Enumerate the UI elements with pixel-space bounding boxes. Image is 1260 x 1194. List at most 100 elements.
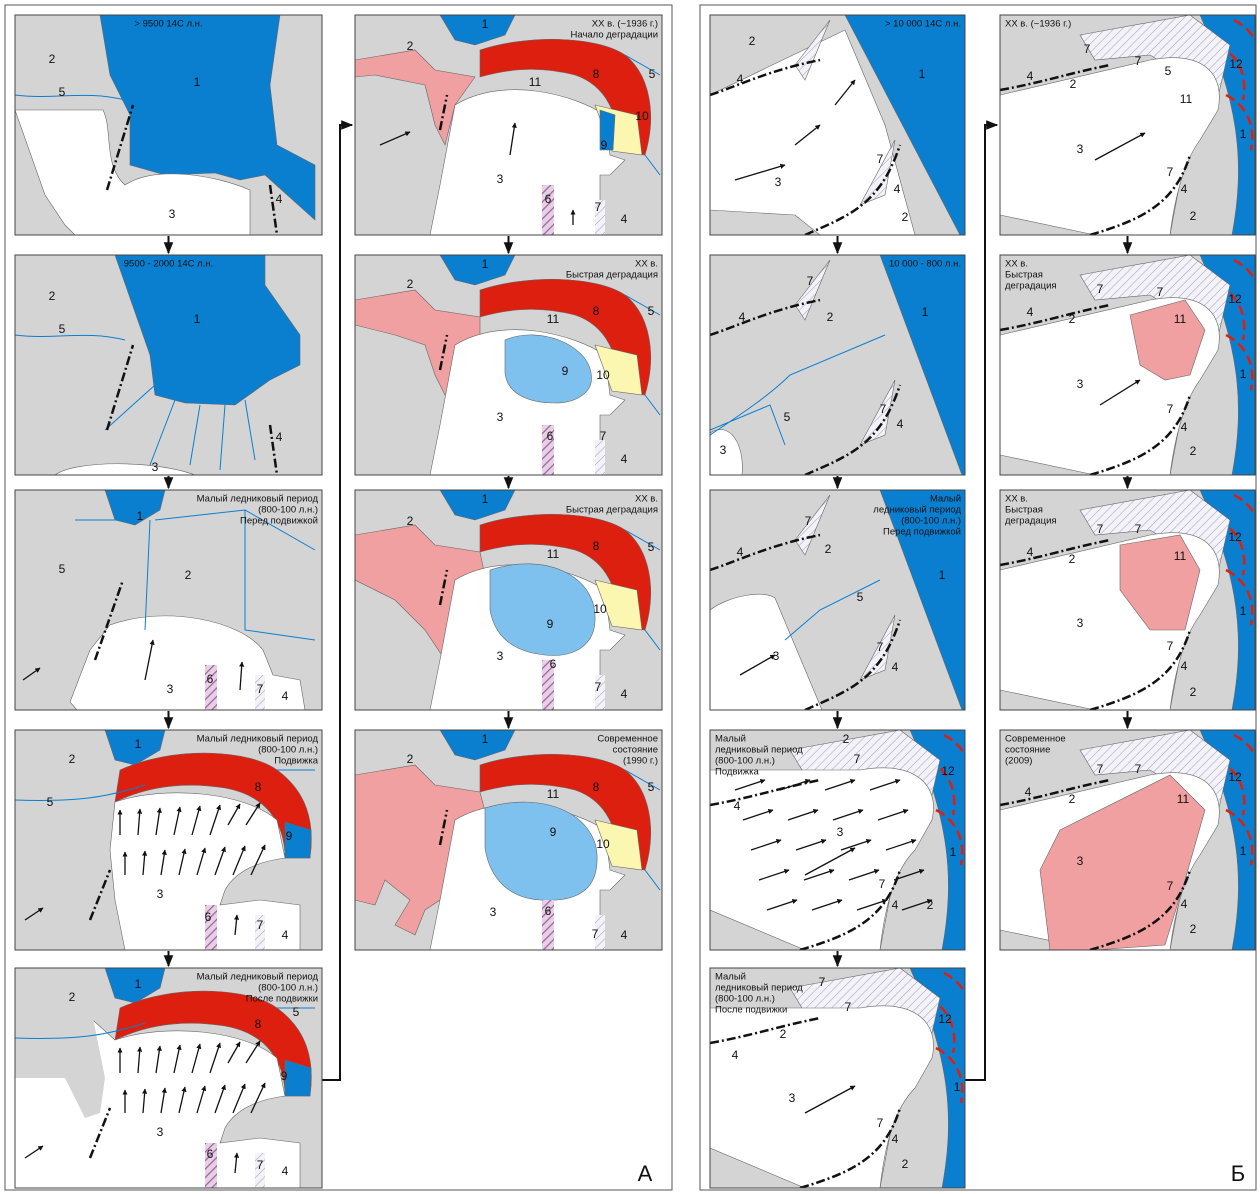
unit-label: 7: [1167, 639, 1174, 653]
unit-label: 12: [1229, 57, 1243, 71]
unit-label: 5: [59, 85, 66, 99]
map-caption: XX в. (~1936 г.): [1005, 19, 1071, 30]
unit-label: 7: [845, 1000, 852, 1014]
unit-label: 2: [407, 277, 414, 291]
unit-label: 10: [635, 109, 649, 123]
map-panel: Малый ледниковый период(800-100 л.н.)Пос…: [15, 968, 322, 1188]
map-caption: Быстрая деградация: [566, 270, 658, 281]
map-caption: Малый: [930, 494, 961, 505]
map-caption: > 10 000 14С л.н.: [885, 19, 961, 30]
unit-label: 4: [1181, 182, 1188, 196]
map-caption: XX в.: [635, 259, 658, 270]
unit-label: 2: [780, 1027, 787, 1041]
unit-label: 7: [600, 429, 607, 443]
unit-label: 3: [497, 649, 504, 663]
unit-label: 7: [805, 514, 812, 528]
unit-label: 6: [550, 657, 557, 671]
map-panel: XX в. (~1936 г.)74275121131742: [1000, 15, 1260, 235]
unit-label: 5: [648, 304, 655, 318]
unit-label: 5: [47, 795, 54, 809]
unit-label: 5: [293, 1005, 300, 1019]
map-content: [355, 15, 662, 235]
unit-label: 11: [1174, 312, 1187, 326]
unit-label: 7: [1135, 522, 1142, 536]
unit-label: 3: [1077, 142, 1084, 156]
unit-label: 4: [737, 545, 744, 559]
unit-label: 3: [157, 887, 164, 901]
unit-label: 7: [1167, 165, 1174, 179]
unit-label: 7: [257, 682, 264, 696]
unit-label: 8: [593, 539, 600, 553]
unit-label: 2: [69, 752, 76, 766]
unit-label: 2: [1190, 444, 1197, 458]
unit-label: 6: [205, 910, 212, 924]
unit-label: 7: [1097, 522, 1104, 536]
unit-label: 7: [1135, 54, 1142, 68]
unit-label: 4: [621, 687, 628, 701]
map-panel: XX в.Быстрая деградация1211859103674: [355, 490, 662, 710]
map-caption: деградация: [1005, 516, 1057, 527]
unit-label: 4: [1181, 897, 1188, 911]
unit-label: 1: [919, 67, 926, 81]
unit-label: 5: [784, 410, 791, 424]
unit-label: 2: [902, 1157, 909, 1171]
unit-label: 11: [547, 312, 560, 326]
part-letter: А: [638, 1161, 653, 1186]
unit-label: 1: [135, 737, 142, 751]
map-caption: деградация: [1005, 281, 1057, 292]
unit-label: 2: [407, 39, 414, 53]
part-letter: Б: [1231, 1161, 1245, 1186]
unit-label: 1: [1240, 844, 1247, 858]
map-content: [1000, 15, 1260, 235]
unit-label: 9: [550, 825, 557, 839]
unit-label: 3: [789, 1091, 796, 1105]
unit-label: 7: [1097, 282, 1104, 296]
unit-label: 4: [892, 1132, 899, 1146]
unit-label: 7: [1097, 762, 1104, 776]
unit-label: 5: [1165, 64, 1172, 78]
unit-label: 12: [1228, 530, 1242, 544]
unit-label: 2: [749, 34, 756, 48]
unit-label: 2: [843, 732, 850, 746]
unit-label: 6: [207, 1147, 214, 1161]
unit-label: 2: [49, 289, 56, 303]
map-panel: Современноесостояние(2009)7427111231742: [1000, 730, 1260, 950]
unit-label: 1: [482, 732, 489, 746]
map-caption: Малый: [715, 972, 746, 983]
unit-label: 8: [593, 304, 600, 318]
map-caption: Быстрая: [1005, 270, 1043, 281]
unit-label: 11: [1177, 792, 1190, 806]
map-caption: (2009): [1005, 756, 1032, 767]
map-caption: состояние: [1005, 745, 1050, 756]
map-caption: Перед подвижкой: [883, 527, 961, 538]
map-panel: Малый ледниковый период(800-100 л.н.)Пер…: [15, 490, 322, 710]
unit-label: 6: [547, 429, 554, 443]
unit-label: 3: [775, 175, 782, 189]
map-caption: Малый ледниковый период: [197, 734, 319, 745]
unit-label: 4: [1025, 785, 1032, 799]
unit-label: 1: [950, 845, 957, 859]
unit-label: 4: [276, 192, 283, 206]
map-caption: (800-100 л.н.): [258, 745, 318, 756]
unit-label: 3: [167, 682, 174, 696]
unit-label: 7: [595, 680, 602, 694]
unit-label: 4: [739, 310, 746, 324]
map-caption: Подвижка: [274, 756, 319, 767]
unit-label: 1: [482, 492, 489, 506]
map-caption: Быстрая деградация: [566, 505, 658, 516]
map-panel: > 9500 14С л.н.12534: [15, 15, 322, 235]
unit-label: 2: [407, 752, 414, 766]
unit-label: 6: [207, 672, 214, 686]
unit-label: 3: [720, 443, 727, 457]
unit-label: 9: [286, 829, 293, 843]
unit-label: 3: [497, 172, 504, 186]
map-panel: Малыйледниковый период(800-100 л.н.)Пере…: [710, 490, 965, 710]
unit-label: 10: [593, 602, 607, 616]
map-caption: (1990 г.): [623, 756, 658, 767]
map-content: [355, 255, 662, 475]
unit-label: 1: [137, 509, 144, 523]
map-panel: XX в.Быстраядеградация7427121131742: [1000, 255, 1260, 475]
unit-label: 2: [185, 568, 192, 582]
map-caption: Малый ледниковый период: [197, 494, 319, 505]
unit-label: 1: [194, 75, 201, 89]
